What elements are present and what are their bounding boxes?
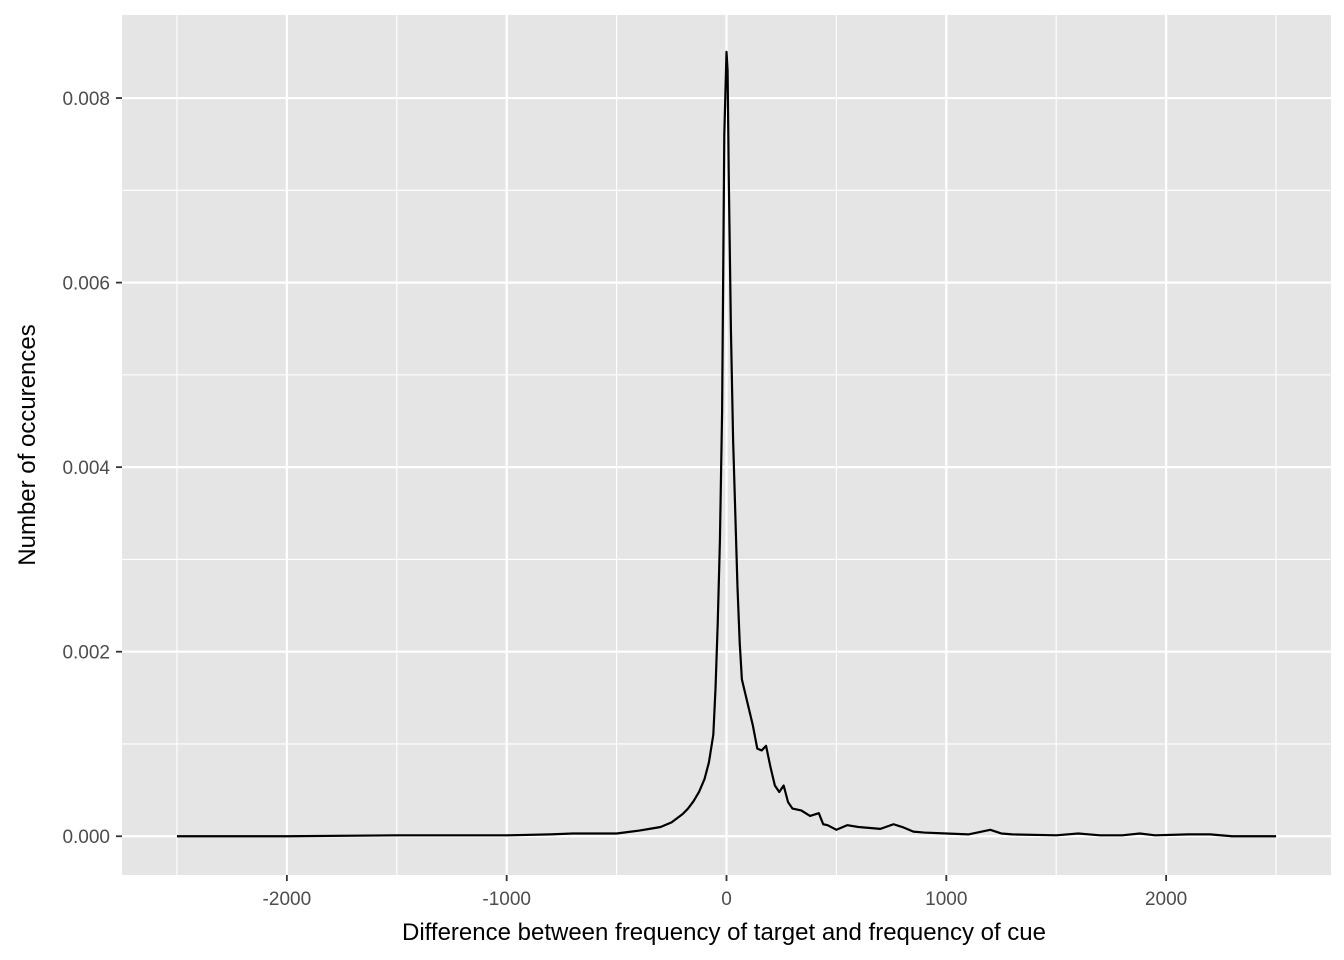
y-tick-label: 0.000: [62, 827, 110, 848]
x-tick-label: -1000: [482, 889, 531, 910]
x-tick-label: 1000: [925, 889, 967, 910]
x-tick-label: 0: [721, 889, 732, 910]
y-tick-label: 0.008: [62, 89, 110, 110]
y-tick-label: 0.002: [62, 643, 110, 664]
x-tick-label: -2000: [263, 889, 312, 910]
x-tick-label: 2000: [1145, 889, 1187, 910]
y-tick-label: 0.006: [62, 274, 110, 295]
major-gridlines: [122, 15, 1331, 875]
y-axis-ticks: 0.000 0.002 0.004 0.006 0.008: [62, 89, 122, 848]
y-axis-title: Number of occurences: [14, 324, 41, 565]
density-line: [176, 50, 1277, 838]
series-layer: [176, 50, 1277, 838]
x-axis-ticks: -2000 -1000 0 1000 2000: [263, 875, 1187, 910]
x-axis-title: Difference between frequency of target a…: [402, 919, 1046, 946]
y-tick-label: 0.004: [62, 458, 110, 479]
